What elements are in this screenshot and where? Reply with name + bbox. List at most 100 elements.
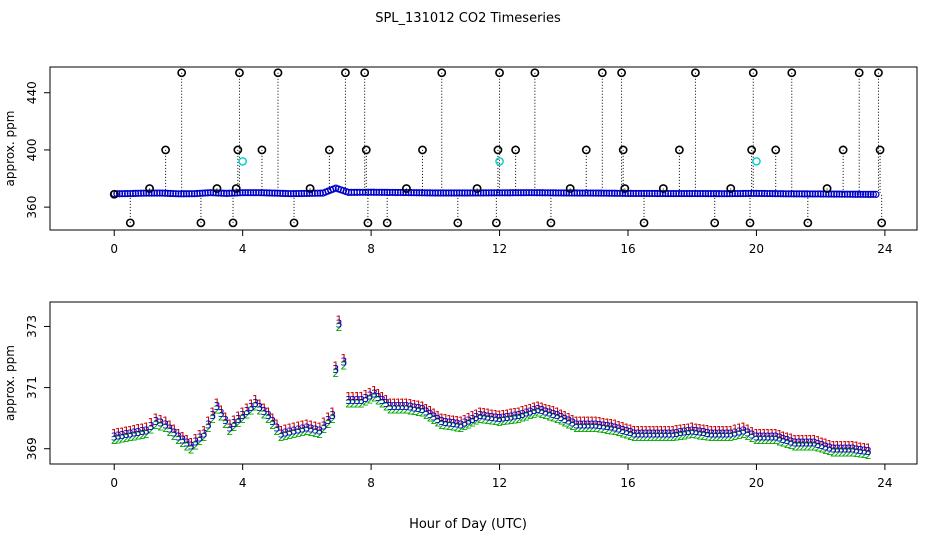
series-mark: 2 [666, 431, 673, 444]
series-mark: 1 [419, 399, 426, 412]
series-mark: 1 [152, 412, 159, 425]
series-mark: 2 [312, 427, 319, 440]
series-mark: 3 [761, 430, 768, 443]
baseline-point [541, 189, 549, 197]
baseline-point [774, 190, 782, 198]
series-mark: 1 [558, 407, 565, 420]
series-mark: 2 [681, 429, 688, 442]
series-mark: 3 [838, 443, 845, 456]
series-mark: 2 [192, 439, 199, 452]
series-mark: 3 [535, 403, 542, 416]
baseline-point [814, 190, 822, 198]
series-mark: 3 [188, 440, 195, 453]
series-mark: 3 [585, 418, 592, 431]
series-mark: 2 [861, 448, 868, 461]
series-mark: 3 [312, 423, 319, 436]
series-mark: 3 [192, 436, 199, 449]
baseline-point [696, 189, 704, 198]
series-mark: 3 [704, 427, 711, 440]
series-mark: 3 [677, 426, 684, 439]
data-point [289, 218, 299, 228]
baseline-point [619, 189, 627, 197]
series-mark: 1 [538, 401, 545, 414]
baseline-point [538, 189, 546, 197]
baseline-point [490, 189, 498, 197]
series-mark: 3 [853, 443, 860, 456]
series-mark: 1 [865, 441, 872, 454]
baseline-point [190, 190, 199, 198]
series-mark: 1 [685, 421, 692, 434]
series-mark: 2 [788, 439, 795, 452]
series-mark: 3 [811, 437, 818, 450]
series-mark: 2 [423, 409, 430, 422]
series-mark: 3 [123, 428, 130, 441]
baseline-point [367, 188, 375, 196]
series-mark: 2 [749, 432, 756, 445]
series-mark: 1 [411, 398, 418, 411]
series-mark: 2 [757, 434, 764, 447]
series-mark: 1 [807, 433, 814, 446]
series-mark: 3 [826, 441, 833, 454]
series-mark: 2 [411, 405, 418, 418]
series-mark: 1 [488, 407, 495, 420]
series-mark: 1 [732, 423, 739, 436]
series-mark: 1 [834, 439, 841, 452]
series-mark: 2 [442, 419, 449, 432]
series-mark: 3 [201, 427, 208, 440]
baseline-point [648, 189, 656, 198]
series-mark: 3 [749, 428, 756, 441]
baseline-point [268, 189, 276, 197]
series-mark: 2 [761, 434, 768, 447]
series-mark: 2 [438, 419, 445, 432]
series-mark: 2 [148, 423, 155, 436]
series-mark: 2 [473, 415, 480, 428]
series-mark: 1 [477, 405, 484, 418]
series-mark: 3 [282, 426, 289, 439]
series-mark: 1 [608, 417, 615, 430]
series-mark: 2 [131, 430, 138, 443]
series-mark: 3 [857, 444, 864, 457]
series-mark: 2 [175, 434, 182, 447]
series-mark: 2 [562, 416, 569, 429]
baseline-point [228, 189, 236, 197]
baseline-point [755, 189, 763, 198]
series-mark: 2 [358, 397, 365, 410]
series-mark: 2 [481, 413, 488, 426]
series-mark: 3 [450, 417, 457, 430]
series-mark: 2 [465, 418, 472, 431]
baseline-point [758, 189, 766, 198]
series-mark: 2 [458, 422, 465, 435]
x-axis-label: Hour of Day (UTC) [409, 517, 527, 532]
series-mark: 3 [689, 424, 696, 437]
x-tick-label: 0 [110, 476, 118, 490]
baseline-point [295, 189, 303, 198]
series-mark: 3 [269, 415, 276, 428]
series-mark: 1 [658, 424, 665, 437]
baseline-point [699, 189, 707, 198]
series-mark: 2 [696, 429, 703, 442]
baseline-point [223, 189, 231, 197]
baseline-point [565, 189, 573, 197]
series-mark: 3 [791, 437, 798, 450]
series-mark: 1 [115, 426, 122, 439]
baseline-point [121, 190, 129, 198]
series-mark: 3 [712, 427, 719, 440]
baseline-point [172, 190, 180, 198]
series-mark: 1 [248, 397, 255, 410]
series-mark: 3 [736, 425, 743, 438]
series-mark: 3 [803, 437, 810, 450]
series-mark: 1 [123, 425, 130, 438]
baseline-point [410, 189, 418, 197]
series-mark: 1 [527, 402, 534, 415]
series-mark: 3 [492, 412, 499, 425]
series-mark: 3 [768, 430, 775, 443]
series-mark: 3 [446, 416, 453, 429]
series-mark: 1 [508, 407, 515, 420]
series-mark: 3 [635, 427, 642, 440]
x-tick-label: 8 [367, 476, 375, 490]
series-mark: 3 [558, 411, 565, 424]
series-mark: 1 [383, 393, 390, 406]
series-mark: 3 [371, 388, 378, 401]
series-mark: 3 [286, 425, 293, 438]
series-mark: 2 [157, 420, 164, 433]
